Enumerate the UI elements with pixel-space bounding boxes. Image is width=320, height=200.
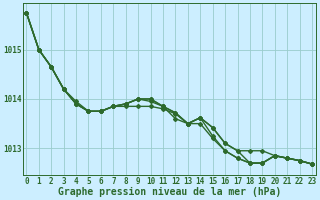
X-axis label: Graphe pression niveau de la mer (hPa): Graphe pression niveau de la mer (hPa) [58,187,281,197]
